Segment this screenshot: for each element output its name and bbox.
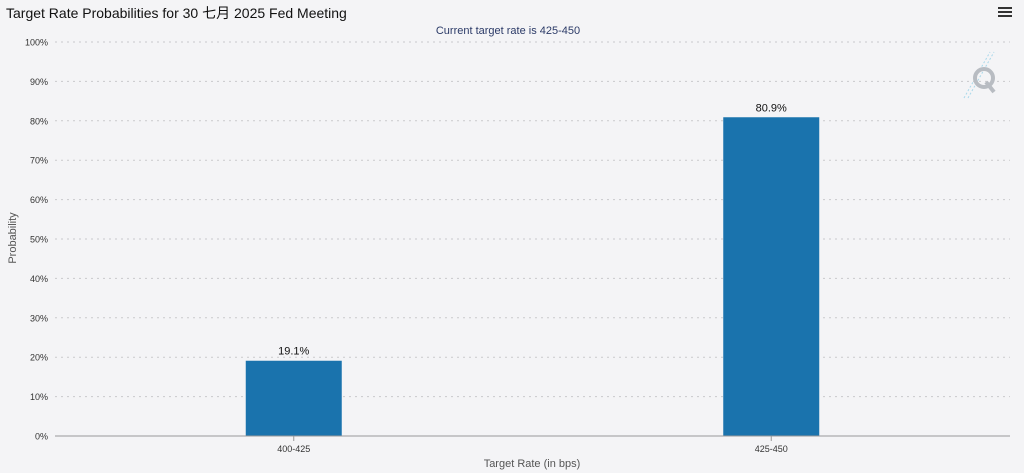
chart-title: Target Rate Probabilities for 30 七月 2025… — [6, 5, 347, 21]
x-tick-label: 425-450 — [755, 444, 788, 454]
y-tick-label: 30% — [30, 313, 48, 323]
y-tick-label: 0% — [35, 432, 48, 442]
y-axis-label: Probability — [7, 212, 19, 264]
x-tick-label: 400-425 — [277, 444, 310, 454]
y-tick-label: 90% — [30, 77, 48, 87]
y-tick-labels: 0% 10% 20% 30% 40% 50% 60% 70% 80% 90% 100% — [25, 38, 48, 442]
y-tick-label: 20% — [30, 353, 48, 363]
q-logo-watermark — [963, 51, 996, 99]
data-label: 19.1% — [278, 346, 309, 358]
bar-400-425[interactable] — [245, 360, 342, 436]
y-tick-label: 60% — [30, 195, 48, 205]
chart-subtitle: Current target rate is 425-450 — [436, 25, 580, 37]
data-label: 80.9% — [756, 102, 787, 114]
y-tick-label: 80% — [30, 116, 48, 126]
bars: 19.1% 80.9% — [245, 102, 820, 436]
y-tick-label: 70% — [30, 156, 48, 166]
y-tick-label: 10% — [30, 392, 48, 402]
y-tick-label: 40% — [30, 274, 48, 284]
y-tick-label: 100% — [25, 38, 48, 48]
grid-lines — [55, 41, 1010, 398]
x-tick-labels: 400-425 425-450 — [277, 436, 788, 454]
hamburger-menu-icon[interactable] — [998, 5, 1012, 19]
y-tick-label: 50% — [30, 235, 48, 245]
bar-425-450[interactable] — [723, 117, 820, 436]
x-axis-label: Target Rate (in bps) — [484, 458, 581, 470]
